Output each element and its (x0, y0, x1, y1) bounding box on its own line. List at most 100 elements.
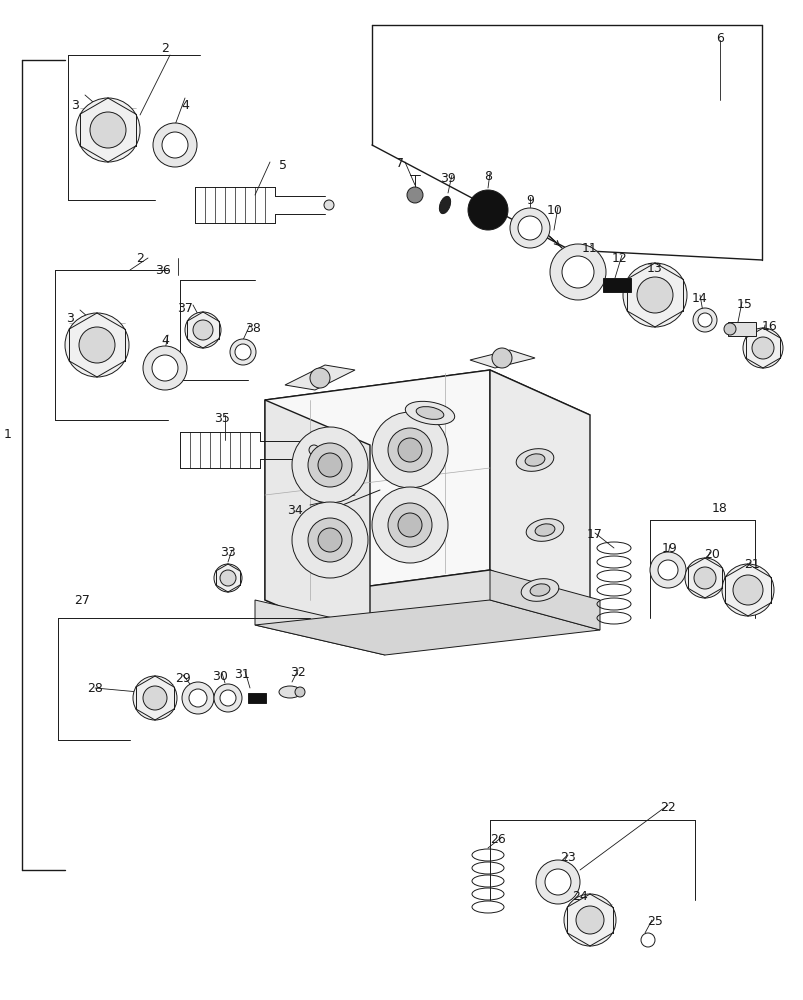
Circle shape (324, 200, 333, 210)
Ellipse shape (405, 401, 454, 425)
Circle shape (544, 869, 570, 895)
Polygon shape (255, 600, 385, 655)
Circle shape (291, 427, 368, 503)
Circle shape (388, 428, 431, 472)
Text: 19: 19 (662, 542, 677, 554)
Ellipse shape (438, 196, 450, 214)
Circle shape (308, 443, 352, 487)
Text: 39: 39 (439, 172, 455, 185)
Circle shape (657, 560, 677, 580)
Polygon shape (265, 370, 489, 600)
Bar (247, 693, 266, 703)
Circle shape (684, 558, 724, 598)
Circle shape (649, 552, 685, 588)
Circle shape (143, 686, 167, 710)
Text: 23: 23 (560, 851, 575, 864)
Polygon shape (470, 350, 534, 368)
Circle shape (153, 123, 197, 167)
Text: 27: 27 (74, 593, 90, 606)
Circle shape (397, 513, 422, 537)
Circle shape (721, 564, 773, 616)
Text: 3: 3 (71, 99, 79, 112)
Text: 2: 2 (136, 251, 144, 264)
Text: 31: 31 (234, 668, 250, 680)
Bar (727, 322, 755, 336)
Ellipse shape (520, 579, 558, 601)
Circle shape (79, 327, 115, 363)
Text: 9: 9 (525, 194, 533, 207)
Text: 10: 10 (546, 204, 562, 217)
Circle shape (295, 687, 304, 697)
Ellipse shape (516, 449, 553, 471)
Text: 33: 33 (220, 546, 235, 560)
Circle shape (732, 575, 762, 605)
Circle shape (561, 256, 593, 288)
Circle shape (291, 502, 368, 578)
Polygon shape (255, 600, 599, 655)
Text: 4: 4 (181, 99, 189, 112)
Circle shape (65, 313, 128, 377)
Circle shape (90, 112, 126, 148)
Circle shape (76, 98, 140, 162)
Polygon shape (265, 400, 369, 645)
Polygon shape (265, 370, 589, 445)
Circle shape (185, 312, 221, 348)
Circle shape (575, 906, 603, 934)
Text: 18: 18 (711, 502, 727, 514)
Text: 15: 15 (736, 298, 752, 312)
Circle shape (751, 337, 773, 359)
Circle shape (509, 208, 549, 248)
Text: 29: 29 (175, 672, 190, 684)
Circle shape (563, 894, 615, 946)
Polygon shape (489, 370, 589, 615)
Circle shape (723, 323, 735, 335)
Ellipse shape (525, 519, 563, 541)
Text: 6: 6 (715, 32, 723, 45)
Circle shape (181, 682, 214, 714)
Circle shape (536, 860, 579, 904)
Circle shape (372, 412, 447, 488)
Text: 30: 30 (212, 670, 228, 682)
Circle shape (308, 445, 319, 455)
Text: 17: 17 (586, 528, 602, 542)
Ellipse shape (279, 686, 300, 698)
Polygon shape (489, 570, 599, 630)
Circle shape (467, 190, 507, 230)
Text: 21: 21 (744, 558, 759, 572)
Circle shape (491, 348, 512, 368)
Circle shape (697, 313, 711, 327)
Circle shape (549, 244, 605, 300)
Text: 11: 11 (581, 241, 597, 254)
Polygon shape (284, 365, 355, 390)
Circle shape (318, 453, 341, 477)
Circle shape (234, 344, 251, 360)
Circle shape (152, 355, 177, 381)
Text: 38: 38 (245, 322, 261, 334)
Circle shape (220, 570, 236, 586)
Text: 1: 1 (4, 428, 12, 442)
Circle shape (189, 689, 206, 707)
Text: 36: 36 (155, 263, 171, 276)
Circle shape (318, 528, 341, 552)
Ellipse shape (535, 524, 554, 536)
Polygon shape (265, 570, 589, 645)
Circle shape (132, 676, 177, 720)
Text: 14: 14 (691, 292, 707, 304)
Circle shape (143, 346, 187, 390)
Ellipse shape (524, 454, 544, 466)
Text: 8: 8 (483, 170, 491, 183)
Text: 7: 7 (396, 157, 403, 170)
Text: 16: 16 (761, 320, 777, 334)
Circle shape (214, 684, 242, 712)
Circle shape (692, 308, 716, 332)
Text: 3: 3 (66, 312, 74, 324)
Circle shape (193, 320, 213, 340)
Text: 24: 24 (572, 890, 587, 903)
Text: 34: 34 (287, 504, 303, 516)
Circle shape (308, 518, 352, 562)
Text: 26: 26 (490, 833, 505, 846)
Ellipse shape (416, 407, 443, 419)
Circle shape (622, 263, 686, 327)
Circle shape (310, 368, 329, 388)
Circle shape (636, 277, 672, 313)
